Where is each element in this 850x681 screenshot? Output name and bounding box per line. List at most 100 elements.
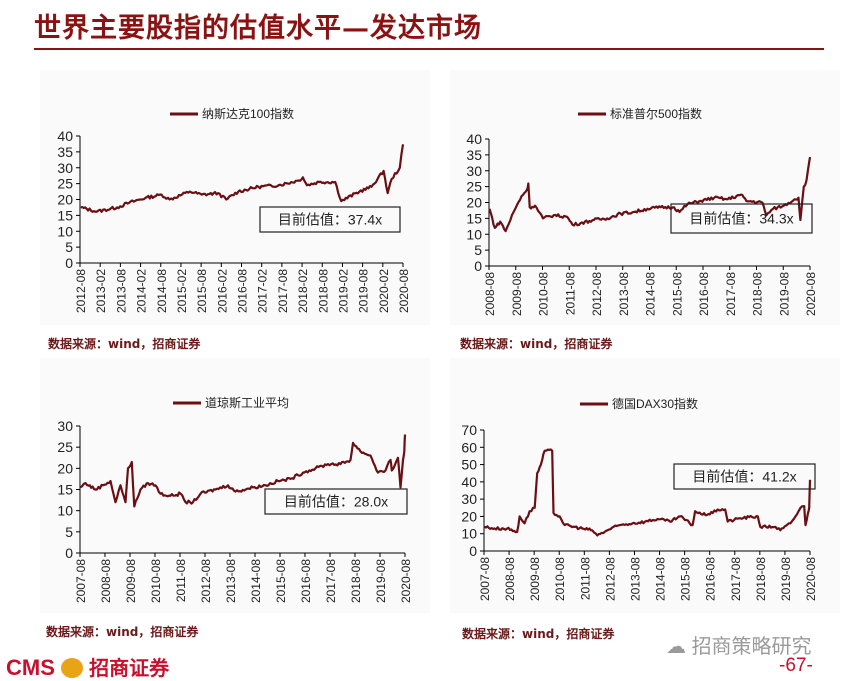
x-tick-label: 2012-08 <box>590 272 604 316</box>
x-tick-label: 2018-08 <box>754 557 768 601</box>
x-tick-label: 2019-08 <box>777 272 791 316</box>
y-tick-label: 40 <box>57 128 73 144</box>
x-tick-label: 2014-02 <box>135 269 149 313</box>
x-tick-label: 2016-08 <box>697 272 711 316</box>
x-tick-label: 2009-08 <box>528 557 542 601</box>
annotation-text: 目前估值：41.2x <box>692 469 796 485</box>
y-tick-label: 70 <box>461 422 477 438</box>
y-tick-label: 0 <box>474 258 482 274</box>
x-tick-label: 2019-08 <box>357 269 371 313</box>
chart-panel-sp500: 标准普尔500指数 0 5 10 15 20 25 30 35 40 2008-08 2009-08 2… <box>450 70 840 325</box>
x-tick-label: 2007-08 <box>74 559 88 603</box>
x-tick-label: 2017-02 <box>256 269 270 313</box>
x-tick-label: 2015-08 <box>195 269 209 313</box>
y-tick-label: 20 <box>57 192 73 208</box>
series-line-sp500 <box>488 156 812 233</box>
y-tick-label: 10 <box>461 526 477 542</box>
x-tick-label: 2010-08 <box>149 559 163 603</box>
y-tick-label: 0 <box>469 543 477 559</box>
x-tick-label: 2013-08 <box>628 557 642 601</box>
y-tick-label: 0 <box>65 545 73 561</box>
page-number: -67- <box>779 655 813 676</box>
x-tick-label: 2011-08 <box>174 559 188 602</box>
x-tick-label: 2019-08 <box>779 557 793 601</box>
chart-source-nasdaq: 数据来源：wind，招商证券 <box>48 337 201 351</box>
annotation-text: 目前估值：28.0x <box>284 494 388 510</box>
y-tick-label: 20 <box>461 508 477 524</box>
y-tick-label: 30 <box>57 160 73 176</box>
x-tick-label: 2017-08 <box>276 269 290 313</box>
y-tick-label: 30 <box>57 418 73 434</box>
x-tick-label: 2014-08 <box>644 272 658 316</box>
y-tick-label: 10 <box>57 223 73 239</box>
x-tick-label: 2014-08 <box>249 559 263 603</box>
x-tick-label: 2015-08 <box>274 559 288 603</box>
chart-panel-dax: 德国DAX30指数 0 10 20 30 40 50 60 70 2007-08 2008-08 20… <box>450 358 840 613</box>
chart-panel-dow: 道琼斯工业平均 0 5 10 15 20 25 30 2007-08 2008-08 2009-08… <box>40 358 430 613</box>
x-tick-label: 2019-02 <box>336 269 350 313</box>
y-tick-label: 30 <box>461 491 477 507</box>
wechat-icon: ☁ <box>666 636 692 658</box>
chart-source-sp500: 数据来源：wind，招商证券 <box>460 337 613 351</box>
x-tick-label: 2020-08 <box>804 272 818 316</box>
x-tick-label: 2008-08 <box>99 559 113 603</box>
y-tick-label: 60 <box>461 439 477 455</box>
annotation-box <box>673 463 816 490</box>
x-tick-label: 2018-08 <box>349 559 363 603</box>
x-tick-label: 2019-08 <box>374 559 388 603</box>
x-tick-label: 2007-08 <box>478 557 492 601</box>
y-tick-label: 20 <box>57 460 73 476</box>
x-tick-label: 2012-08 <box>74 269 88 313</box>
x-tick-label: 2020-08 <box>804 557 818 601</box>
x-tick-label: 2014-08 <box>155 269 169 313</box>
x-tick-label: 2020-08 <box>399 559 413 603</box>
x-tick-label: 2016-08 <box>704 557 718 601</box>
x-tick-label: 2016-08 <box>299 559 313 603</box>
y-tick-label: 25 <box>57 439 73 455</box>
x-tick-label: 2012-08 <box>603 557 617 601</box>
y-tick-label: 15 <box>57 482 73 498</box>
y-tick-label: 35 <box>57 144 73 160</box>
x-tick-label: 2018-08 <box>316 269 330 313</box>
chart-panel-nasdaq: 纳斯达克100指数 0 5 10 15 20 25 30 35 40 2012-08 2013-02 2… <box>40 70 430 325</box>
x-tick-label: 2009-08 <box>124 559 138 603</box>
x-tick-label: 2020-08 <box>397 269 411 313</box>
wechat-account: 招商策略研究 <box>691 636 812 658</box>
x-tick-label: 2008-08 <box>503 557 517 601</box>
y-tick-label: 15 <box>466 210 482 226</box>
x-tick-label: 2018-08 <box>751 272 765 316</box>
x-tick-label: 2015-08 <box>679 557 693 601</box>
page-title: 世界主要股指的估值水平—发达市场 <box>34 13 482 44</box>
y-tick-label: 20 <box>466 195 482 211</box>
x-tick-label: 2010-08 <box>537 272 551 316</box>
x-tick-label: 2020-02 <box>377 269 391 313</box>
cms-logo: CMS 招商证券 <box>6 652 169 681</box>
x-tick-label: 2011-08 <box>563 272 577 315</box>
x-tick-label: 2014-08 <box>654 557 668 601</box>
x-tick-label: 2015-08 <box>670 272 684 316</box>
y-tick-label: 30 <box>466 163 482 179</box>
x-tick-label: 2009-08 <box>510 272 524 316</box>
y-tick-label: 10 <box>57 503 73 519</box>
annotation-box <box>670 203 813 234</box>
y-tick-label: 25 <box>57 176 73 192</box>
annotation-text: 目前估值：37.4x <box>278 212 382 228</box>
x-tick-label: 2013-08 <box>224 559 238 603</box>
x-tick-label: 2017-08 <box>724 272 738 316</box>
wechat-watermark: ☁ 招商策略研究 <box>666 630 812 659</box>
y-tick-label: 40 <box>461 474 477 490</box>
logo-emblem-icon <box>61 658 84 678</box>
logo-text-cn: 招商证券 <box>89 658 170 680</box>
y-tick-label: 0 <box>65 255 73 271</box>
x-tick-label: 2016-02 <box>215 269 229 313</box>
y-tick-label: 15 <box>57 207 73 223</box>
legend-label: 德国DAX30指数 <box>612 396 698 411</box>
series-line-dax <box>484 448 812 537</box>
x-tick-label: 2017-08 <box>324 559 338 603</box>
series-line-dow <box>79 434 407 508</box>
x-tick-label: 2017-08 <box>729 557 743 601</box>
x-tick-label: 2008-08 <box>483 272 497 316</box>
y-tick-label: 40 <box>466 131 482 147</box>
x-tick-label: 2013-02 <box>94 269 108 313</box>
